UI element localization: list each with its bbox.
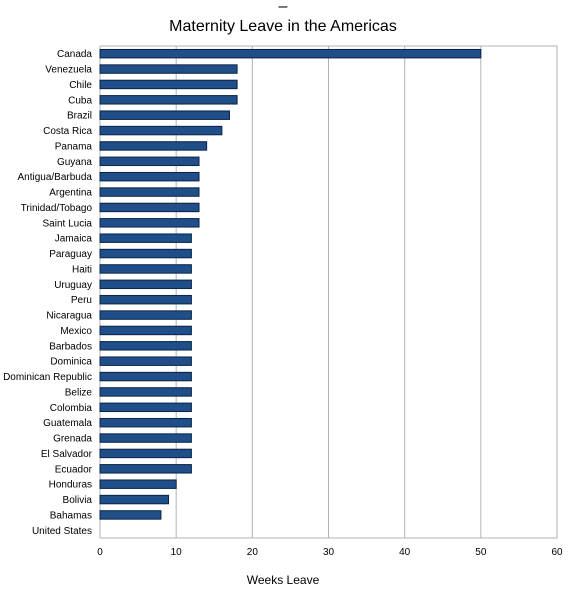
- category-label: Mexico: [60, 326, 92, 337]
- x-tick-label: 40: [399, 547, 411, 558]
- category-label: Chile: [69, 80, 92, 91]
- bar: [99, 248, 192, 259]
- x-axis-title: Weeks Leave: [247, 573, 320, 587]
- bar: [99, 325, 192, 336]
- category-label: Honduras: [49, 480, 92, 491]
- bar: [99, 433, 192, 443]
- bar: [99, 294, 192, 305]
- bar: [99, 371, 192, 382]
- bar: [99, 141, 208, 151]
- bar: [99, 310, 192, 320]
- x-tick-label: 30: [323, 547, 335, 558]
- bar: [99, 264, 192, 274]
- category-label: Argentina: [49, 188, 92, 199]
- bar: [99, 202, 200, 213]
- category-label: Venezuela: [45, 65, 92, 76]
- chart-title: Maternity Leave in the Americas: [169, 18, 397, 35]
- category-label: Belize: [65, 387, 93, 398]
- top-mark: –: [279, 0, 288, 15]
- category-label: Dominican Republic: [3, 372, 92, 383]
- category-label: Cuba: [68, 95, 92, 106]
- category-label: Barbados: [49, 341, 92, 352]
- category-label: Colombia: [50, 403, 93, 414]
- category-label: Paraguay: [49, 249, 92, 260]
- x-tick-label: 20: [247, 547, 259, 558]
- bar: [99, 110, 230, 120]
- bar: [99, 95, 238, 105]
- bar: [99, 417, 192, 428]
- bar: [99, 448, 192, 459]
- category-label: United States: [32, 526, 92, 537]
- category-label: Canada: [57, 49, 92, 60]
- bar: [99, 79, 238, 90]
- bars: [99, 48, 482, 520]
- category-label: Grenada: [53, 434, 92, 445]
- bar: [99, 479, 177, 489]
- category-label: Peru: [71, 295, 92, 306]
- bar: [99, 356, 192, 366]
- x-tick-label: 10: [171, 547, 183, 558]
- category-label: Haiti: [72, 264, 92, 275]
- category-label: Guyana: [57, 157, 92, 168]
- bar: [99, 233, 192, 243]
- bar: [99, 64, 238, 74]
- bar: [99, 125, 223, 136]
- bar: [99, 510, 162, 520]
- category-label: Bolivia: [63, 495, 93, 506]
- bar: [99, 387, 192, 397]
- bar: [99, 464, 192, 474]
- x-tick-label: 50: [475, 547, 487, 558]
- x-tick-label: 60: [551, 547, 563, 558]
- category-label: Costa Rica: [43, 126, 92, 137]
- category-label: Antigua/Barbuda: [17, 172, 92, 183]
- category-label: Uruguay: [54, 280, 92, 291]
- bar: [99, 156, 200, 167]
- category-label: El Salvador: [41, 449, 93, 460]
- category-label: Guatemala: [43, 418, 92, 429]
- category-label: Bahamas: [50, 510, 92, 521]
- x-tick-labels: 0 10 20 30 40 50 60: [97, 547, 563, 558]
- bar: [99, 279, 192, 290]
- bar: [99, 48, 482, 59]
- category-label: Nicaragua: [46, 311, 92, 322]
- bar: [99, 187, 200, 197]
- category-label: Brazil: [67, 111, 92, 122]
- category-labels: Canada Venezuela Chile Cuba Brazil Costa Rica…: [3, 49, 93, 537]
- bar: [99, 171, 200, 182]
- bar: [99, 341, 192, 351]
- bar: [99, 494, 170, 505]
- category-label: Ecuador: [55, 464, 93, 475]
- category-label: Panama: [55, 141, 93, 152]
- category-label: Trinidad/Tobago: [21, 203, 93, 214]
- category-label: Saint Lucia: [43, 218, 93, 229]
- x-tick-label: 0: [97, 547, 103, 558]
- bar: [99, 218, 200, 228]
- bar: [99, 402, 192, 413]
- category-label: Jamaica: [55, 234, 93, 245]
- category-label: Dominica: [50, 357, 92, 368]
